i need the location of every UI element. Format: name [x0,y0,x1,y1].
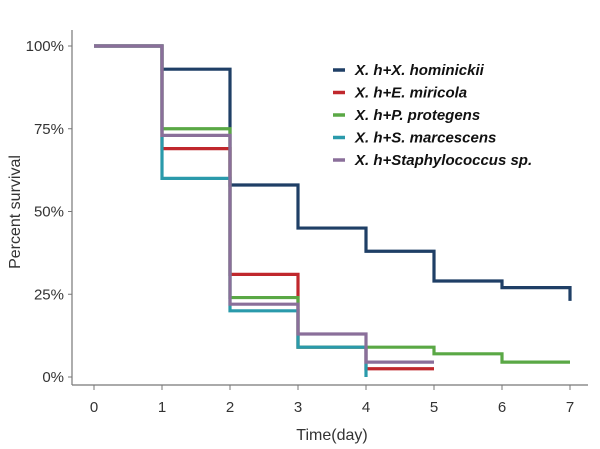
y-tick-label: 0% [42,369,64,386]
legend-label: X. h+E. miricola [354,85,467,102]
survival-line-1 [94,44,572,301]
x-tick-label: 3 [294,399,302,416]
survival-line-5 [94,44,434,364]
x-tick-label: 0 [90,399,98,416]
x-tick-label: 5 [430,399,438,416]
y-tick-label: 50% [34,204,64,221]
x-tick-label: 6 [498,399,506,416]
y-tick-label: 25% [34,286,64,303]
survival-line-3 [94,44,570,364]
y-axis-label: Percent survival [7,155,24,269]
legend-label: X. h+P. protegens [354,107,480,124]
x-tick-label: 7 [566,399,574,416]
legend-label: X. h+Staphylococcus sp. [354,152,532,169]
x-tick-label: 4 [362,399,370,416]
y-tick-label: 75% [34,121,64,138]
y-tick-label: 100% [26,38,64,55]
x-axis-label: Time(day) [296,427,367,444]
legend-label: X. h+X. hominickii [354,62,485,79]
x-tick-label: 1 [158,399,166,416]
x-tick-label: 2 [226,399,234,416]
legend-label: X. h+S. marcescens [354,130,496,147]
